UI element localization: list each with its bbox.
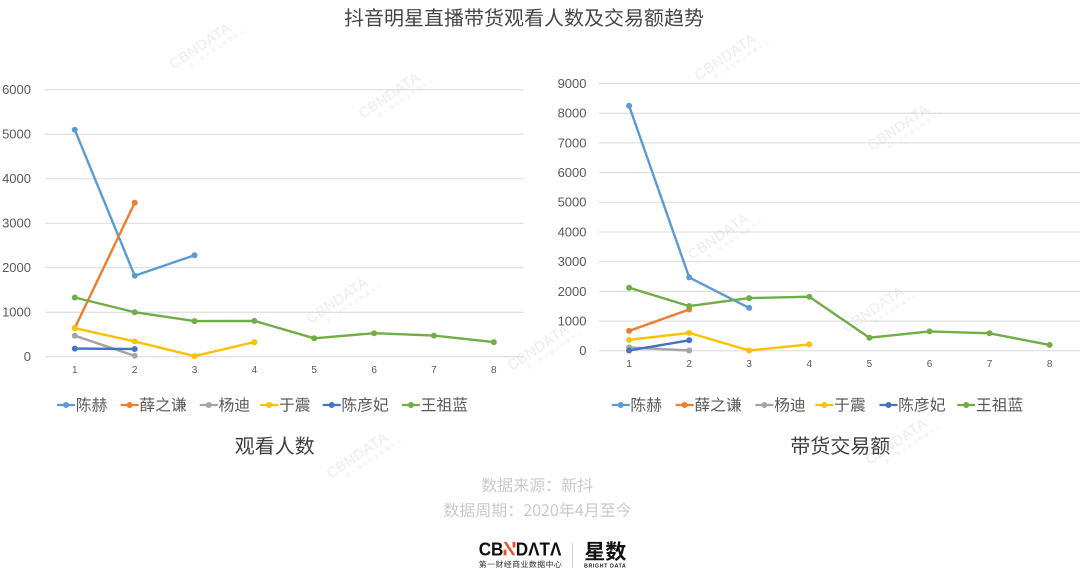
svg-text:5000: 5000	[558, 195, 587, 210]
svg-text:8: 8	[491, 365, 497, 376]
svg-text:2000: 2000	[2, 260, 31, 275]
svg-text:6000: 6000	[558, 165, 587, 180]
svg-text:3: 3	[746, 359, 752, 370]
svg-text:8000: 8000	[558, 106, 587, 121]
svg-text:1: 1	[72, 365, 78, 376]
svg-text:5: 5	[867, 359, 873, 370]
svg-text:6000: 6000	[2, 82, 31, 97]
svg-text:DΛTΛ: DΛTΛ	[516, 539, 562, 560]
svg-text:4: 4	[807, 359, 813, 370]
svg-text:5: 5	[311, 365, 317, 376]
svg-text:4: 4	[252, 365, 258, 376]
svg-text:2: 2	[686, 359, 692, 370]
svg-text:4000: 4000	[558, 224, 587, 239]
svg-text:3: 3	[192, 365, 198, 376]
svg-text:8: 8	[1047, 359, 1053, 370]
svg-text:2000: 2000	[558, 284, 587, 299]
svg-text:7: 7	[987, 359, 993, 370]
svg-text:1000: 1000	[558, 314, 587, 329]
svg-text:1000: 1000	[2, 305, 31, 320]
svg-text:CB: CB	[479, 539, 504, 560]
svg-text:6: 6	[371, 365, 377, 376]
svg-text:4000: 4000	[2, 171, 31, 186]
svg-text:9000: 9000	[558, 76, 587, 91]
svg-text:3000: 3000	[558, 254, 587, 269]
svg-text:7: 7	[431, 365, 437, 376]
svg-text:0: 0	[579, 343, 586, 358]
svg-text:BRIGHT DATA: BRIGHT DATA	[584, 564, 626, 570]
svg-text:0: 0	[24, 349, 31, 364]
svg-text:2: 2	[132, 365, 138, 376]
svg-text:6: 6	[927, 359, 933, 370]
svg-text:1: 1	[626, 359, 632, 370]
svg-text:3000: 3000	[2, 216, 31, 231]
svg-text:5000: 5000	[2, 127, 31, 142]
svg-text:7000: 7000	[558, 135, 587, 150]
